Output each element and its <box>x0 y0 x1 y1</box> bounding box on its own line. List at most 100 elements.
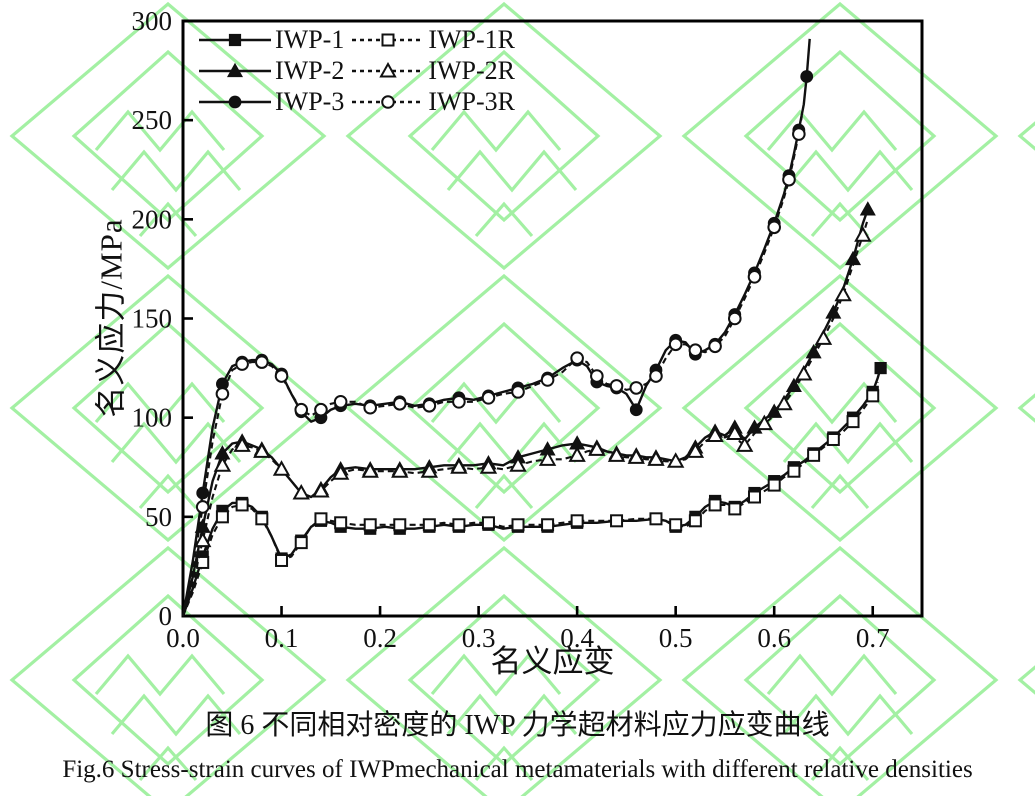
open-circle-marker <box>481 391 496 405</box>
open-triangle-marker <box>194 531 212 548</box>
open-triangle-marker <box>647 450 665 466</box>
series-line-IWP-3 <box>181 38 811 617</box>
open-circle-marker <box>609 379 624 393</box>
legend-label-IWP-3R: IWP-3R <box>428 87 515 116</box>
filled-triangle-marker <box>859 201 876 216</box>
y-tick-label: 300 <box>132 6 173 36</box>
open-square-marker <box>422 518 436 532</box>
open-triangle-marker <box>568 446 586 462</box>
open-circle-marker <box>590 369 604 383</box>
legend-label-IWP-1: IWP-1 <box>275 25 345 54</box>
open-triangle-marker <box>706 426 724 443</box>
filled-square-marker <box>874 361 887 375</box>
open-square-marker <box>314 512 328 526</box>
open-square-marker <box>481 516 495 530</box>
x-axis-label: 名义应变 <box>490 644 615 679</box>
open-triangle-marker <box>686 442 705 458</box>
open-triangle-marker <box>509 456 527 472</box>
plot-legend: IWP-1 IWP-1R IWP-2 IWP-2R IWP-3 IWP-3R <box>197 27 521 115</box>
legend-label-IWP-2R: IWP-2R <box>428 56 515 85</box>
legend-label-IWP-2: IWP-2 <box>275 56 345 85</box>
open-triangle-marker <box>253 442 271 458</box>
stress-strain-plot: 0.0 0.1 0.2 0.3 0.4 0.5 0.6 0.7 0 50 100 150 200 250 3… <box>132 6 924 653</box>
series-line-IWP-1 <box>181 367 882 617</box>
open-circle-marker <box>727 311 742 326</box>
open-circle-marker <box>511 385 525 399</box>
open-circle-marker <box>452 395 466 409</box>
caption-english: Fig.6 Stress-strain curves of IWPmechani… <box>62 756 973 783</box>
open-circle-marker <box>274 369 289 383</box>
filled-circle-marker <box>800 70 814 83</box>
y-tick-label: 50 <box>145 502 172 532</box>
open-circle-marker <box>570 351 584 365</box>
open-triangle-marker <box>450 458 468 474</box>
open-circle-marker <box>668 337 683 352</box>
open-square-marker <box>649 512 663 526</box>
open-square-marker <box>255 512 269 526</box>
legend-label-IWP-3: IWP-3 <box>275 87 345 116</box>
open-square-marker <box>826 432 840 446</box>
legend-row: IWP-2 IWP-2R <box>197 58 521 84</box>
y-tick-label: 200 <box>132 204 173 234</box>
open-circle-marker <box>747 270 762 284</box>
open-square-marker <box>728 502 742 516</box>
open-square-marker <box>334 516 348 530</box>
open-triangle-marker <box>775 394 793 411</box>
x-tick-label: 0.2 <box>363 623 397 653</box>
open-circle-marker <box>314 402 328 417</box>
open-square-marker <box>807 448 821 462</box>
open-circle-marker <box>255 355 269 369</box>
open-triangle-marker <box>607 446 626 462</box>
open-square-marker <box>708 498 722 512</box>
open-square-marker <box>669 518 683 532</box>
filled-circle-marker <box>228 95 242 109</box>
open-triangle-marker <box>538 450 557 466</box>
y-axis-label: 名义应力/MPa <box>93 218 129 418</box>
open-circle-marker <box>708 339 722 354</box>
open-triangle-marker <box>272 460 291 476</box>
series-markers-IWP-2R <box>194 226 872 548</box>
x-tick-label: 0.0 <box>166 623 200 653</box>
open-square-marker <box>747 490 761 504</box>
open-square-marker <box>393 518 407 532</box>
open-square-marker <box>767 478 781 492</box>
y-tick-label: 150 <box>132 304 173 334</box>
open-square-marker <box>866 389 880 403</box>
y-tick-label: 250 <box>132 105 173 135</box>
open-square-marker <box>610 514 624 528</box>
open-circle-marker <box>195 500 210 514</box>
open-triangle-marker <box>312 482 330 498</box>
open-circle-marker <box>294 402 309 417</box>
open-circle-marker <box>792 127 806 141</box>
open-square-marker <box>363 518 377 532</box>
open-circle-marker <box>767 220 782 235</box>
series-markers-IWP-3R <box>195 127 806 514</box>
open-circle-marker <box>422 398 437 413</box>
y-tick-label: 100 <box>132 403 173 433</box>
open-triangle-marker <box>361 462 379 478</box>
open-square-marker <box>541 518 555 532</box>
open-square-marker <box>511 518 525 532</box>
open-circle-marker <box>333 395 348 409</box>
legend-sample-IWP-1R <box>352 33 425 47</box>
x-tick-label: 0.1 <box>265 623 299 653</box>
open-square-marker <box>275 553 289 567</box>
legend-row: IWP-1 IWP-1R <box>197 27 521 53</box>
open-square-marker <box>787 464 801 478</box>
open-square-marker <box>688 514 702 528</box>
open-circle-marker <box>363 400 378 415</box>
open-triangle-marker <box>420 462 439 478</box>
x-tick-label: 0.4 <box>560 623 594 653</box>
filled-square-marker <box>228 33 242 47</box>
open-square-marker <box>570 514 584 528</box>
open-circle-marker <box>215 387 230 401</box>
open-triangle-marker <box>627 448 645 464</box>
filled-triangle-marker <box>805 343 822 359</box>
open-square-marker <box>235 498 249 512</box>
open-square-marker <box>452 518 466 532</box>
x-tick-label: 0.7 <box>856 623 890 653</box>
open-triangle-marker <box>814 329 833 345</box>
open-circle-marker <box>649 369 663 383</box>
open-triangle-marker <box>379 62 398 78</box>
